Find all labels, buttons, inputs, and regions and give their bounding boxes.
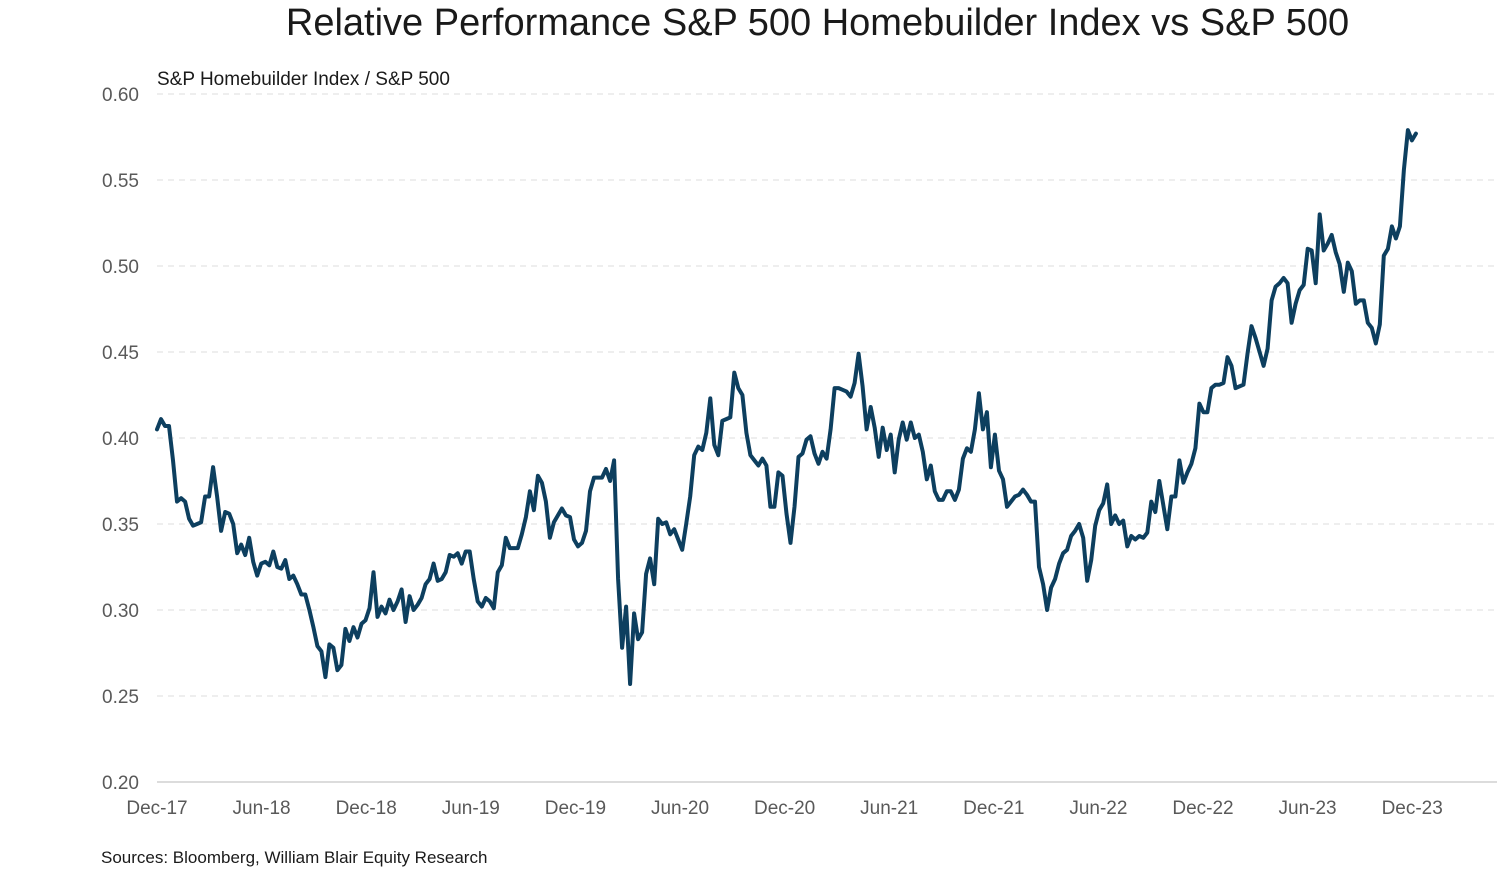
y-tick-label: 0.40 — [102, 429, 139, 450]
y-tick-label: 0.50 — [102, 257, 139, 278]
y-tick-label: 0.25 — [102, 687, 139, 708]
x-tick-label: Jun-20 — [651, 798, 709, 819]
x-tick-label: Dec-21 — [963, 798, 1024, 819]
y-tick-label: 0.60 — [102, 85, 139, 106]
x-tick-label: Jun-23 — [1279, 798, 1337, 819]
x-tick-label: Dec-23 — [1382, 798, 1443, 819]
x-tick-label: Dec-22 — [1172, 798, 1233, 819]
x-tick-label: Dec-20 — [754, 798, 815, 819]
x-tick-label: Jun-22 — [1069, 798, 1127, 819]
y-tick-label: 0.45 — [102, 343, 139, 364]
y-tick-label: 0.20 — [102, 773, 139, 794]
y-tick-label: 0.30 — [102, 601, 139, 622]
chart-source-note: Sources: Bloomberg, William Blair Equity… — [101, 848, 488, 867]
series-line — [155, 128, 1418, 686]
y-tick-label: 0.35 — [102, 515, 139, 536]
x-tick-label: Dec-19 — [545, 798, 606, 819]
x-tick-label: Jun-21 — [860, 798, 918, 819]
x-tick-label: Jun-19 — [442, 798, 500, 819]
y-tick-label: 0.55 — [102, 171, 139, 192]
x-tick-label: Jun-18 — [233, 798, 291, 819]
chart-subtitle: S&P Homebuilder Index / S&P 500 — [157, 69, 450, 90]
x-tick-label: Dec-18 — [336, 798, 397, 819]
chart-plot-area: 0.20 0.25 0.30 0.35 0.40 0.45 0.50 0.55 0.60 Dec… — [102, 85, 1497, 819]
x-tick-label: Dec-17 — [126, 798, 187, 819]
chart-title: Relative Performance S&P 500 Homebuilder… — [285, 2, 1350, 44]
